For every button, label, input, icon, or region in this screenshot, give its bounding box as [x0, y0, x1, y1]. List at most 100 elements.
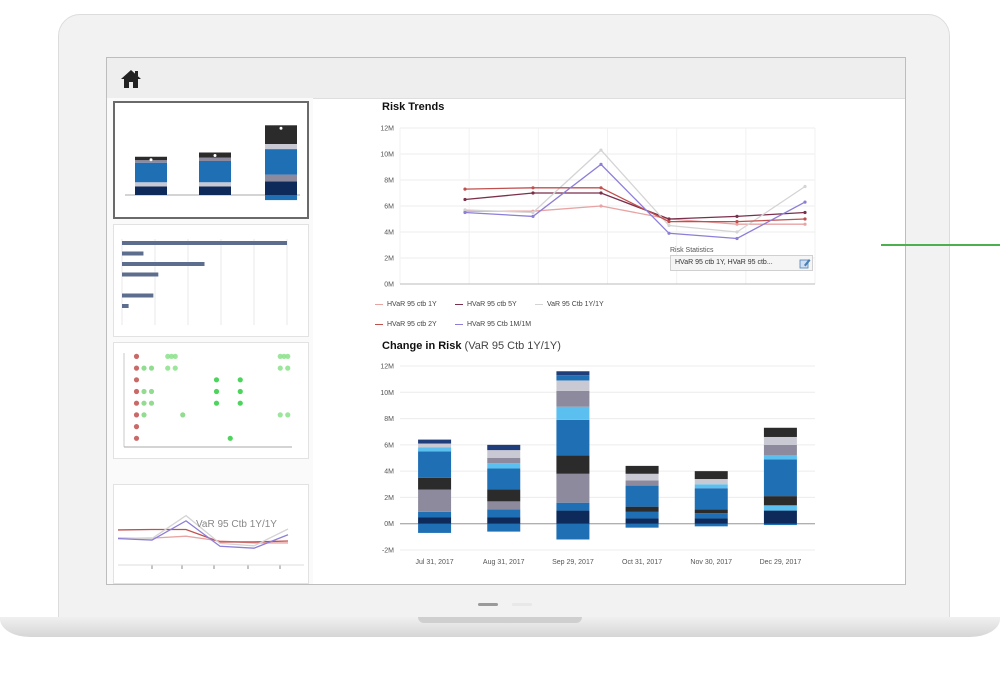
- bar-segment[interactable]: [556, 523, 590, 540]
- bar-segment[interactable]: [487, 463, 521, 469]
- bar-segment[interactable]: [625, 518, 659, 524]
- bar-segment[interactable]: [694, 518, 728, 524]
- bar-segment[interactable]: [556, 502, 590, 511]
- bar-segment[interactable]: [418, 523, 452, 533]
- bar-segment[interactable]: [694, 509, 728, 514]
- bar-segment[interactable]: [487, 501, 521, 510]
- bar-segment[interactable]: [556, 473, 590, 503]
- bar-segment[interactable]: [625, 465, 659, 474]
- data-point: [803, 222, 807, 226]
- thumb-hbar: [122, 293, 154, 298]
- legend-label: HVaR 95 ctb 5Y: [467, 301, 517, 308]
- bar-segment[interactable]: [763, 496, 797, 506]
- legend-item[interactable]: HVaR 95 ctb 5Y: [455, 301, 517, 308]
- bar-segment[interactable]: [556, 406, 590, 420]
- bar-segment[interactable]: [556, 510, 590, 524]
- change-in-risk-subtitle: (VaR 95 Ctb 1Y/1Y): [464, 340, 561, 352]
- bar-segment[interactable]: [694, 471, 728, 480]
- bar-segment[interactable]: [625, 506, 659, 512]
- data-point: [667, 231, 671, 235]
- data-point: [599, 162, 603, 166]
- bar-segment[interactable]: [763, 510, 797, 524]
- bar-segment[interactable]: [625, 473, 659, 481]
- bar-segment[interactable]: [556, 419, 590, 456]
- change-in-risk-chart: -2M 0M 2M 4M 6M 8M 10M 12M Jul 31, 2017 Aug 31, 2…: [380, 364, 815, 566]
- bar-segment[interactable]: [487, 523, 521, 532]
- legend-item[interactable]: HVaR 95 Ctb 1M/1M: [455, 321, 531, 328]
- risk-statistics-tooltip[interactable]: Risk Statistics HVaR 95 ctb 1Y, HVaR 95 …: [670, 247, 815, 275]
- thumbnail-scatter[interactable]: [113, 342, 309, 459]
- bar-segment[interactable]: [694, 488, 728, 510]
- legend-item[interactable]: HVaR 95 ctb 1Y: [375, 301, 437, 308]
- bar-segment[interactable]: [763, 455, 797, 460]
- bar-segment[interactable]: [625, 480, 659, 486]
- thumb-scatter-point: [213, 377, 220, 383]
- bar-segment[interactable]: [763, 444, 797, 456]
- data-point: [735, 220, 739, 224]
- bar-segment[interactable]: [487, 509, 521, 518]
- data-point: [803, 184, 807, 189]
- bar-segment[interactable]: [556, 375, 590, 381]
- bar-segment[interactable]: [418, 443, 452, 448]
- thumbnail-horizontal-bars[interactable]: [113, 224, 309, 337]
- home-button[interactable]: [119, 68, 143, 90]
- bar-segment[interactable]: [487, 517, 521, 524]
- thumb-bar-segment: [265, 174, 297, 182]
- thumbnail-risk-lines[interactable]: VaR 95 Ctb 1Y/1Y: [113, 484, 309, 584]
- bar-segment[interactable]: [487, 489, 521, 502]
- thumb-bar-marker: [149, 158, 153, 162]
- thumb-scatter-point: [213, 388, 220, 395]
- bar-segment[interactable]: [763, 436, 797, 445]
- bar-segment[interactable]: [556, 390, 590, 407]
- bar-segment[interactable]: [418, 517, 452, 524]
- thumbnail-series-label: VaR 95 Ctb 1Y/1Y: [196, 519, 277, 530]
- bar-segment[interactable]: [487, 468, 521, 490]
- bar-segment[interactable]: [763, 459, 797, 497]
- bar-segment[interactable]: [625, 523, 659, 528]
- bar-segment[interactable]: [418, 447, 452, 452]
- bar-segment[interactable]: [625, 511, 659, 519]
- bar-segment[interactable]: [487, 450, 521, 458]
- thumb-scatter-point: [133, 388, 140, 395]
- x-tick-label: Dec 29, 2017: [760, 559, 802, 566]
- legend-item[interactable]: HVaR 95 ctb 2Y: [375, 321, 437, 328]
- bar-segment[interactable]: [694, 523, 728, 527]
- bar-segment[interactable]: [418, 439, 452, 444]
- bar-segment[interactable]: [418, 511, 452, 518]
- y-tick-label: 0M: [384, 521, 394, 528]
- thumb-bar-segment: [265, 149, 297, 175]
- data-point: [803, 217, 807, 221]
- bar-segment[interactable]: [694, 484, 728, 489]
- bar-segment[interactable]: [487, 458, 521, 464]
- bar-segment[interactable]: [763, 505, 797, 511]
- edit-icon[interactable]: [799, 257, 811, 269]
- thumb-scatter-point: [277, 353, 283, 359]
- thumb-scatter-point: [165, 365, 171, 371]
- data-point: [463, 197, 467, 202]
- thumb-scatter-point: [148, 400, 155, 406]
- bar-segment[interactable]: [763, 427, 797, 437]
- bar-segment[interactable]: [418, 489, 452, 512]
- y-tick-label: 12M: [380, 364, 394, 371]
- home-icon: [121, 70, 141, 88]
- bar-segment[interactable]: [487, 444, 521, 451]
- bar-segment[interactable]: [694, 513, 728, 519]
- bar-segment[interactable]: [763, 523, 797, 526]
- legend-item[interactable]: VaR 95 Ctb 1Y/1Y: [535, 301, 604, 308]
- bar-segment[interactable]: [418, 458, 452, 478]
- thumb-scatter-point: [133, 412, 140, 418]
- bar-segment[interactable]: [625, 485, 659, 507]
- bar-segment[interactable]: [694, 479, 728, 485]
- bar-segment[interactable]: [418, 477, 452, 490]
- data-point: [735, 236, 739, 241]
- tooltip-body: HVaR 95 ctb 1Y, HVaR 95 ctb...: [670, 255, 813, 271]
- thumbnail-stacked-bars[interactable]: [113, 101, 309, 219]
- thumb-scatter-point: [133, 424, 140, 430]
- bar-segment[interactable]: [556, 380, 590, 391]
- bar-segment[interactable]: [556, 455, 590, 474]
- bar-segment[interactable]: [556, 371, 590, 376]
- data-point: [599, 191, 603, 195]
- thumb-hbar: [122, 272, 159, 277]
- thumb-series-line: [117, 528, 289, 543]
- bar-segment[interactable]: [418, 451, 452, 458]
